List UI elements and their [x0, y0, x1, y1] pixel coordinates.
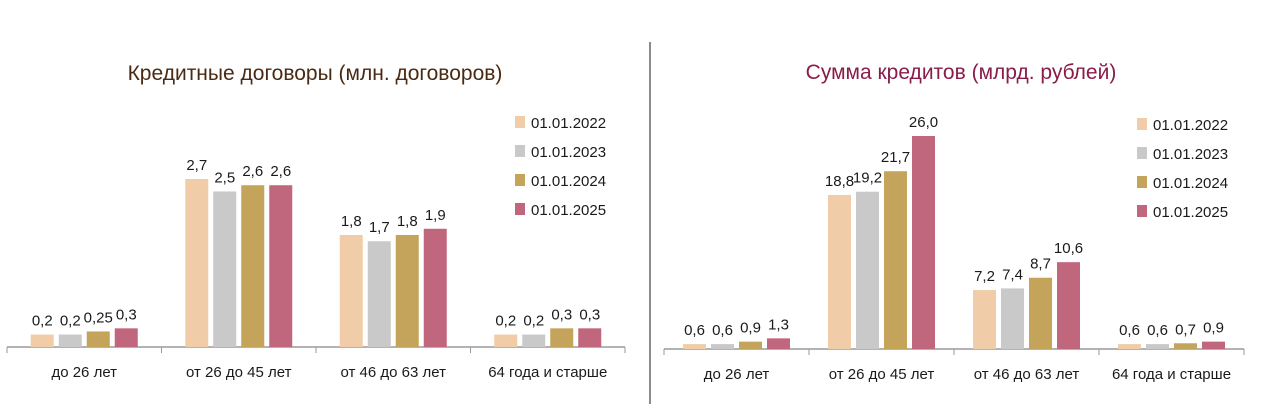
bar — [828, 194, 851, 349]
legend-label: 01.01.2022 — [531, 115, 606, 132]
data-label: 7,2 — [974, 268, 995, 285]
data-label: 2,6 — [242, 163, 263, 180]
category-label: от 46 до 63 лет — [341, 364, 447, 381]
bar — [86, 331, 110, 347]
data-label: 19,2 — [853, 170, 882, 187]
chart-divider — [649, 42, 651, 404]
legend-label: 01.01.2023 — [531, 144, 606, 161]
bar — [1146, 344, 1169, 349]
bar — [339, 235, 363, 347]
data-label: 2,7 — [186, 157, 207, 174]
legend-label: 01.01.2025 — [1153, 204, 1228, 221]
data-label: 7,4 — [1002, 266, 1023, 283]
data-label: 0,2 — [60, 313, 81, 330]
bar — [58, 334, 82, 347]
data-label: 1,9 — [425, 207, 446, 224]
bar — [114, 328, 138, 347]
contracts-chart: Кредитные договоры (млн. договоров) до 2… — [6, 62, 626, 381]
bar — [185, 179, 209, 347]
data-label: 0,2 — [32, 313, 53, 330]
bar — [550, 328, 574, 347]
data-label: 2,6 — [270, 163, 291, 180]
bar — [269, 185, 293, 347]
bar — [1174, 343, 1197, 349]
data-label: 1,8 — [397, 213, 418, 230]
category-label: 64 года и старше — [1112, 366, 1231, 383]
category-label: 64 года и старше — [488, 364, 607, 381]
data-label: 0,3 — [551, 306, 572, 323]
data-label: 26,0 — [909, 114, 938, 131]
bar — [423, 228, 447, 347]
chart-title: Кредитные договоры (млн. договоров) — [128, 62, 503, 85]
data-label: 0,3 — [116, 306, 137, 323]
data-label: 1,3 — [768, 316, 789, 333]
data-label: 2,5 — [214, 169, 235, 186]
data-label: 21,7 — [881, 149, 910, 166]
legend-label: 01.01.2025 — [531, 202, 606, 219]
bar — [1001, 288, 1024, 349]
data-label: 0,2 — [523, 313, 544, 330]
legend-swatch — [1137, 118, 1147, 130]
legend-swatch — [515, 145, 525, 157]
data-label: 0,9 — [740, 320, 761, 337]
category-label: от 26 до 45 лет — [829, 366, 935, 383]
data-label: 0,3 — [579, 306, 600, 323]
data-label: 1,8 — [341, 213, 362, 230]
data-label: 0,6 — [712, 322, 733, 339]
bar — [578, 328, 602, 347]
legend-swatch — [1137, 176, 1147, 188]
bar — [739, 341, 762, 349]
category-label: от 26 до 45 лет — [186, 364, 292, 381]
bar — [711, 344, 734, 349]
bar — [30, 334, 54, 347]
data-label: 0,25 — [84, 309, 113, 326]
category-label: от 46 до 63 лет — [974, 366, 1080, 383]
legend-swatch — [1137, 205, 1147, 217]
bar — [395, 235, 419, 347]
legend-label: 01.01.2022 — [1153, 117, 1228, 134]
bar — [522, 334, 546, 347]
bar — [1202, 341, 1225, 349]
legend-swatch — [515, 116, 525, 128]
bar — [241, 185, 265, 347]
bar — [1029, 277, 1052, 349]
data-label: 0,9 — [1203, 320, 1224, 337]
bar — [767, 338, 790, 349]
legend-swatch — [515, 174, 525, 186]
legend-label: 01.01.2024 — [1153, 175, 1228, 192]
data-label: 0,7 — [1175, 321, 1196, 338]
data-label: 0,2 — [495, 313, 516, 330]
bar — [973, 290, 996, 349]
bar — [1118, 344, 1141, 349]
bar — [912, 136, 935, 349]
data-label: 0,6 — [1147, 322, 1168, 339]
chart-title: Сумма кредитов (млрд. рублей) — [806, 61, 1117, 84]
legend-swatch — [515, 203, 525, 215]
category-label: до 26 лет — [704, 366, 770, 383]
bar — [494, 334, 518, 347]
bar — [1057, 262, 1080, 349]
category-label: до 26 лет — [51, 364, 117, 381]
bar — [367, 241, 391, 347]
legend-label: 01.01.2024 — [531, 173, 606, 190]
loan-amount-chart: Сумма кредитов (млрд. рублей) до 26 лет 0… — [663, 61, 1245, 383]
data-label: 18,8 — [825, 173, 854, 190]
data-label: 0,6 — [684, 322, 705, 339]
bar — [856, 191, 879, 349]
bar — [884, 171, 907, 349]
legend-swatch — [1137, 147, 1147, 159]
data-label: 0,6 — [1119, 322, 1140, 339]
data-label: 8,7 — [1030, 256, 1051, 273]
data-label: 10,6 — [1054, 240, 1083, 257]
legend-label: 01.01.2023 — [1153, 146, 1228, 163]
data-label: 1,7 — [369, 219, 390, 236]
bar — [213, 191, 237, 347]
bar — [683, 344, 706, 349]
